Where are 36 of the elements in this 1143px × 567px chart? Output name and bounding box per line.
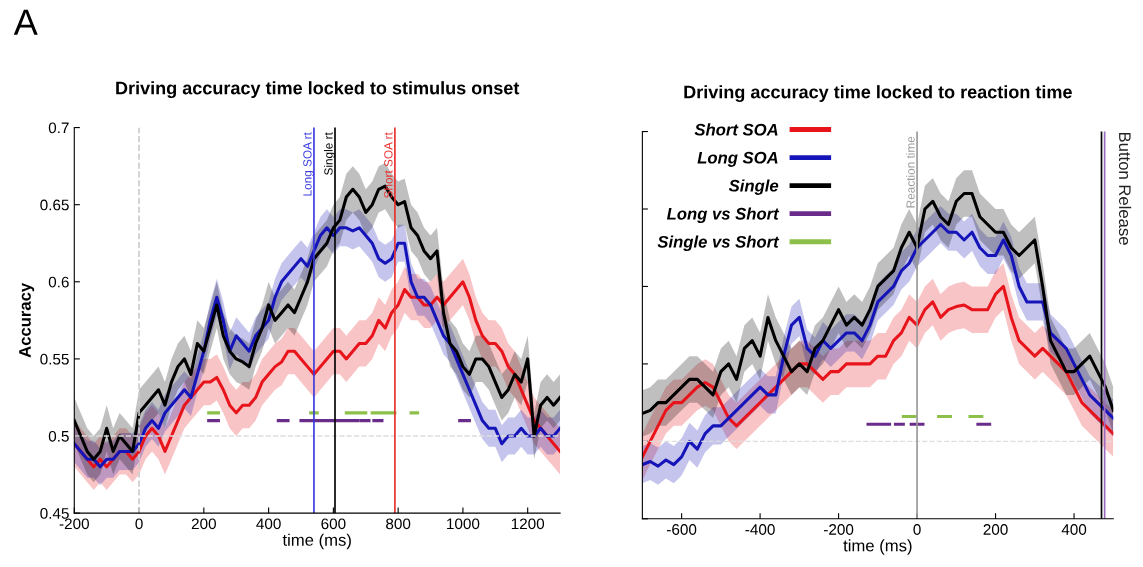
- x-tick-label: 200: [983, 524, 1008, 535]
- ref-line-label: Long SOA rt: [303, 132, 314, 196]
- x-tick-label: 800: [386, 518, 411, 530]
- x-tick-label: 600: [321, 518, 346, 530]
- y-tick-label: 0.65: [40, 199, 69, 211]
- x-tick-label: -200: [59, 518, 89, 530]
- x-tick-label: 400: [256, 518, 281, 530]
- ref-line-label: Single rt: [323, 132, 335, 175]
- x-tick-label: 1000: [447, 518, 480, 530]
- x-tick-label: -600: [667, 524, 697, 535]
- y-tick-label: 0.7: [48, 122, 69, 134]
- y-tick-label: 0.5: [48, 430, 69, 442]
- x-tick-label: 1200: [511, 518, 545, 530]
- legend-label: Single vs Short: [657, 235, 780, 251]
- legend-label: Long vs Short: [666, 207, 780, 223]
- ref-line-label: Button Release: [1118, 132, 1132, 245]
- x-tick-label: 0: [913, 524, 921, 535]
- y-tick-label: 0.55: [40, 353, 69, 365]
- chart-title: Driving accuracy time locked to stimulus onset: [116, 81, 520, 99]
- x-tick-label: -200: [823, 524, 854, 535]
- x-tick-label: -400: [745, 524, 775, 535]
- ref-line-label: Reaction time: [906, 136, 915, 208]
- x-axis-title: time (ms): [282, 533, 351, 550]
- x-tick-label: 0: [135, 518, 143, 530]
- chart-title: Driving accuracy time locked to reaction time: [684, 85, 1072, 103]
- x-tick-label: 400: [1061, 524, 1087, 535]
- y-tick-label: 0.45: [40, 508, 69, 519]
- x-axis-title: time (ms): [843, 539, 912, 555]
- legend-label: Long SOA: [697, 151, 778, 167]
- ref-line-label: Short SOA rt: [383, 132, 393, 198]
- x-tick-label: 200: [191, 518, 216, 530]
- legend-label: Single: [728, 179, 779, 195]
- y-axis-title: Accuracy: [19, 282, 35, 358]
- text: A: [13, 9, 38, 35]
- legend-label: Short SOA: [694, 123, 778, 136]
- y-tick-label: 0.6: [48, 276, 69, 288]
